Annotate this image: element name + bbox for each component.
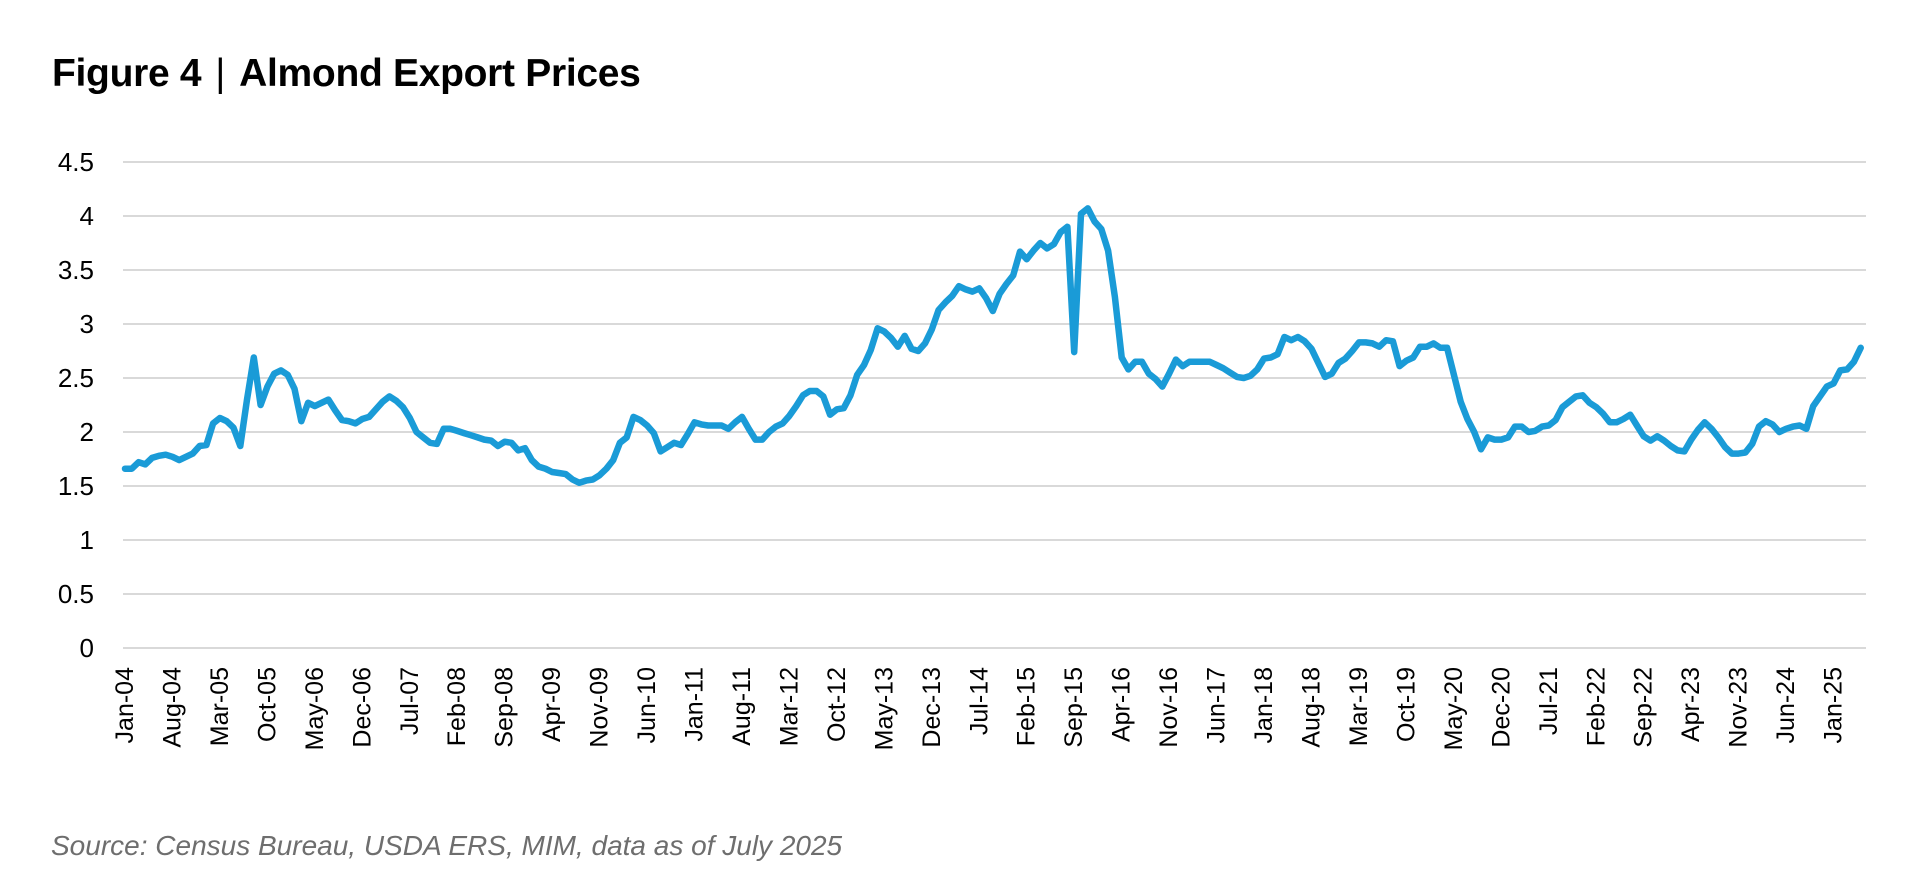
x-tick-label: Feb-08: [443, 667, 471, 746]
x-tick-label: Feb-15: [1013, 667, 1041, 746]
x-tick-label: Jul-07: [396, 667, 424, 735]
x-tick-label: May-20: [1440, 667, 1468, 750]
y-tick-label: 3: [80, 309, 94, 339]
x-tick-label: Jan-11: [681, 667, 709, 742]
x-tick-label: Jul-14: [965, 667, 993, 735]
x-tick-label: Feb-22: [1582, 667, 1610, 746]
price-line: [121, 205, 1864, 487]
x-tick-label: Sep-22: [1630, 667, 1658, 748]
x-tick-label: Mar-19: [1345, 667, 1373, 746]
x-tick-label: May-06: [301, 667, 329, 750]
x-tick-label: Nov-16: [1155, 667, 1183, 748]
title-separator: |: [215, 52, 226, 95]
x-tick-label: Jun-24: [1772, 667, 1800, 744]
y-tick-label: 3.5: [58, 255, 94, 285]
x-tick-label: Sep-15: [1060, 667, 1088, 748]
x-tick-label: Sep-08: [491, 667, 519, 748]
x-tick-label: Jun-10: [633, 667, 661, 743]
x-tick-label: Apr-23: [1677, 667, 1705, 742]
x-axis-labels: Jan-04 Aug-04 Mar-05 Oct-05 May-06 Dec-06 Jul-…: [111, 667, 1848, 750]
source-note: Source: Census Bureau, USDA ERS, MIM, da…: [51, 830, 843, 861]
x-tick-label: Jan-25: [1820, 667, 1848, 743]
x-tick-label: Jan-04: [111, 667, 139, 744]
y-tick-label: 4.5: [58, 147, 94, 177]
title-text: Almond Export Prices: [239, 52, 641, 95]
x-tick-label: Jan-18: [1250, 667, 1278, 743]
x-tick-label: Oct-12: [823, 667, 851, 742]
gridlines: [123, 161, 1866, 649]
y-tick-label: 1.5: [58, 471, 94, 501]
y-tick-label: 1: [80, 525, 94, 555]
x-tick-label: Dec-20: [1487, 667, 1515, 748]
x-tick-label: Nov-23: [1725, 667, 1753, 748]
y-axis-labels: 0 0.5 1 1.5 2 2.5 3 3.5 4 4.5: [58, 147, 94, 663]
x-tick-label: Dec-06: [348, 667, 376, 748]
x-tick-label: Oct-05: [253, 667, 281, 742]
x-tick-label: Oct-19: [1392, 667, 1420, 742]
y-tick-label: 2.5: [58, 363, 94, 393]
x-tick-label: Aug-04: [158, 667, 186, 748]
x-tick-label: May-13: [870, 667, 898, 750]
y-tick-label: 0.5: [58, 579, 94, 609]
figure-label: Figure 4: [52, 52, 202, 95]
y-tick-label: 0: [80, 633, 94, 663]
x-tick-label: Nov-09: [586, 667, 614, 748]
chart-title: Figure 4 | Almond Export Prices: [52, 52, 641, 96]
x-tick-label: Jun-17: [1203, 667, 1231, 743]
y-tick-label: 2: [80, 417, 94, 447]
x-tick-label: Apr-16: [1108, 667, 1136, 742]
x-tick-label: Aug-11: [728, 667, 756, 746]
x-tick-label: Aug-18: [1298, 667, 1326, 748]
x-tick-label: Apr-09: [538, 667, 566, 742]
x-tick-label: Dec-13: [918, 667, 946, 748]
y-tick-label: 4: [80, 201, 94, 231]
x-tick-label: Mar-12: [775, 667, 803, 746]
x-tick-label: Jul-21: [1535, 667, 1563, 735]
x-tick-label: Mar-05: [206, 667, 234, 746]
